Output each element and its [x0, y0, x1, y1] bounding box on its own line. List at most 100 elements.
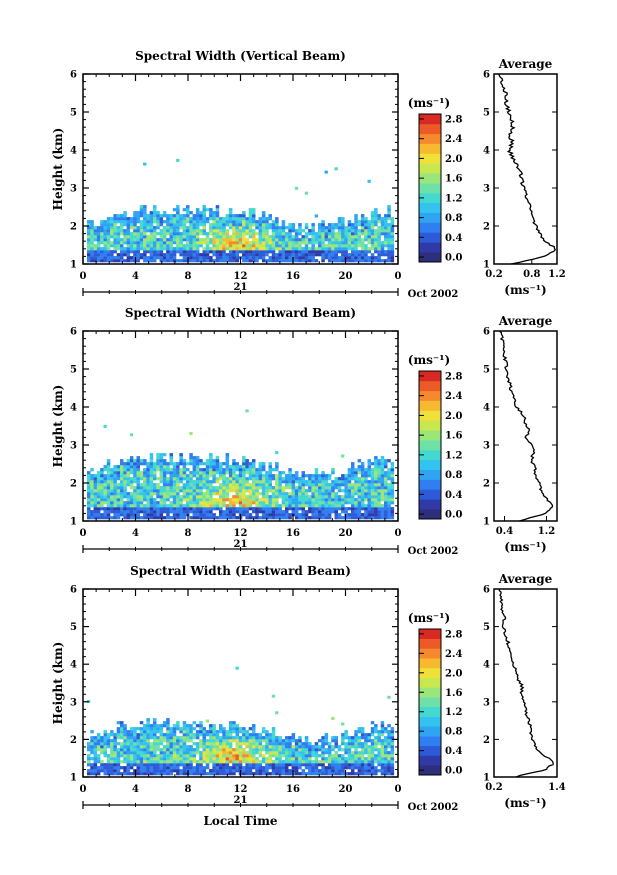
heatmap-cell	[96, 259, 101, 263]
heatmap-cell	[357, 766, 362, 770]
heatmap-cell	[301, 492, 305, 496]
heatmap-cell	[327, 241, 332, 245]
heatmap-cell	[271, 745, 276, 749]
heatmap-cell	[390, 733, 395, 737]
heatmap-cell	[301, 495, 305, 499]
heatmap-cell	[261, 498, 266, 502]
heatmap-cell	[258, 492, 263, 496]
heatmap-cell	[238, 465, 243, 469]
heatmap-cell	[324, 486, 329, 490]
heatmap-cell	[156, 742, 160, 746]
heatmap-cell	[258, 465, 263, 469]
heatmap-cell	[159, 763, 164, 767]
heatmap-cell	[318, 507, 322, 511]
heatmap-cell	[202, 492, 206, 496]
heatmap-cell	[186, 244, 190, 248]
heatmap-cell	[334, 516, 338, 520]
heatmap-cell	[195, 235, 200, 239]
heatmap-cell	[162, 226, 167, 230]
heatmap-cell	[318, 748, 322, 752]
heatmap-cell	[331, 495, 335, 499]
heatmap-cell	[199, 769, 203, 773]
heatmap-cell	[380, 748, 385, 752]
heatmap-cell	[337, 244, 342, 248]
heatmap-cell	[341, 474, 345, 478]
heatmap-cell	[351, 232, 355, 236]
heatmap-cell	[182, 766, 187, 770]
heatmap-cell	[285, 772, 289, 776]
heatmap-cell	[347, 513, 352, 517]
heatmap-cell	[176, 235, 180, 239]
heatmap-cell	[374, 483, 378, 487]
heatmap-cell	[96, 483, 101, 487]
heatmap-cell	[301, 507, 305, 511]
heatmap-cell	[93, 760, 98, 764]
heatmap-cell	[116, 516, 121, 520]
heatmap-cell	[103, 501, 107, 505]
heatmap-cell	[110, 730, 114, 734]
heatmap-cell	[219, 745, 223, 749]
heatmap-cell	[324, 477, 329, 481]
heatmap-cell	[288, 763, 292, 767]
heatmap-cell	[136, 474, 140, 478]
heatmap-cell	[242, 736, 246, 740]
heatmap-cell	[364, 751, 368, 755]
heatmap-cell	[360, 259, 365, 263]
heatmap-cell	[143, 507, 147, 511]
heatmap-cell	[212, 501, 216, 505]
heatmap-cell	[258, 244, 263, 248]
heatmap-cell	[225, 492, 230, 496]
heatmap-cell	[153, 751, 157, 755]
heatmap-cell	[225, 495, 230, 499]
heatmap-cell	[195, 748, 200, 752]
heatmap-cell	[195, 760, 200, 764]
heatmap-cell	[90, 769, 94, 773]
heatmap-cell	[159, 235, 164, 239]
heatmap-cell	[139, 501, 144, 505]
heatmap-cell	[318, 504, 322, 508]
heatmap-cell	[182, 235, 187, 239]
heatmap-cell	[370, 244, 375, 248]
heatmap-cell	[360, 229, 365, 233]
heatmap-cell	[179, 456, 183, 460]
heatmap-cell	[275, 232, 279, 236]
heatmap-cell	[126, 483, 131, 487]
heatmap-cell	[123, 751, 127, 755]
profile-y-tick-label: 5	[483, 622, 490, 633]
heatmap-cell	[179, 736, 183, 740]
heatmap-cell	[298, 250, 302, 254]
heatmap-cell	[367, 226, 371, 230]
heatmap-cell	[384, 214, 388, 218]
heatmap-cell	[252, 760, 256, 764]
colorbar-segment	[419, 163, 441, 174]
heatmap-cell	[212, 471, 216, 475]
heatmap-cell	[298, 745, 302, 749]
heatmap-cell	[129, 501, 134, 505]
heatmap-cell	[384, 471, 388, 475]
heatmap-cell	[228, 748, 233, 752]
heatmap-cell	[93, 769, 98, 773]
heatmap-cell	[334, 513, 338, 517]
heatmap-cell	[311, 501, 315, 505]
heatmap-cell	[139, 492, 144, 496]
heatmap-cell	[162, 229, 167, 233]
heatmap-cell	[126, 757, 131, 761]
heatmap-cell	[126, 754, 131, 758]
heatmap-cell	[321, 253, 325, 257]
heatmap-cell	[298, 486, 302, 490]
heatmap-cell	[252, 235, 256, 239]
heatmap-cell	[232, 757, 236, 761]
heatmap-cell	[159, 498, 164, 502]
heatmap-cell	[281, 232, 286, 236]
heatmap-cell	[314, 477, 319, 481]
heatmap-cell	[116, 730, 121, 734]
heatmap-cell	[123, 516, 127, 520]
heatmap-cell	[129, 433, 134, 437]
heatmap-cell	[195, 477, 200, 481]
heatmap-cell	[278, 757, 282, 761]
heatmap-cell	[169, 214, 173, 218]
heatmap-cell	[370, 217, 375, 221]
heatmap-cell	[209, 739, 213, 743]
heatmap-cell	[149, 244, 154, 248]
heatmap-cell	[278, 477, 282, 481]
